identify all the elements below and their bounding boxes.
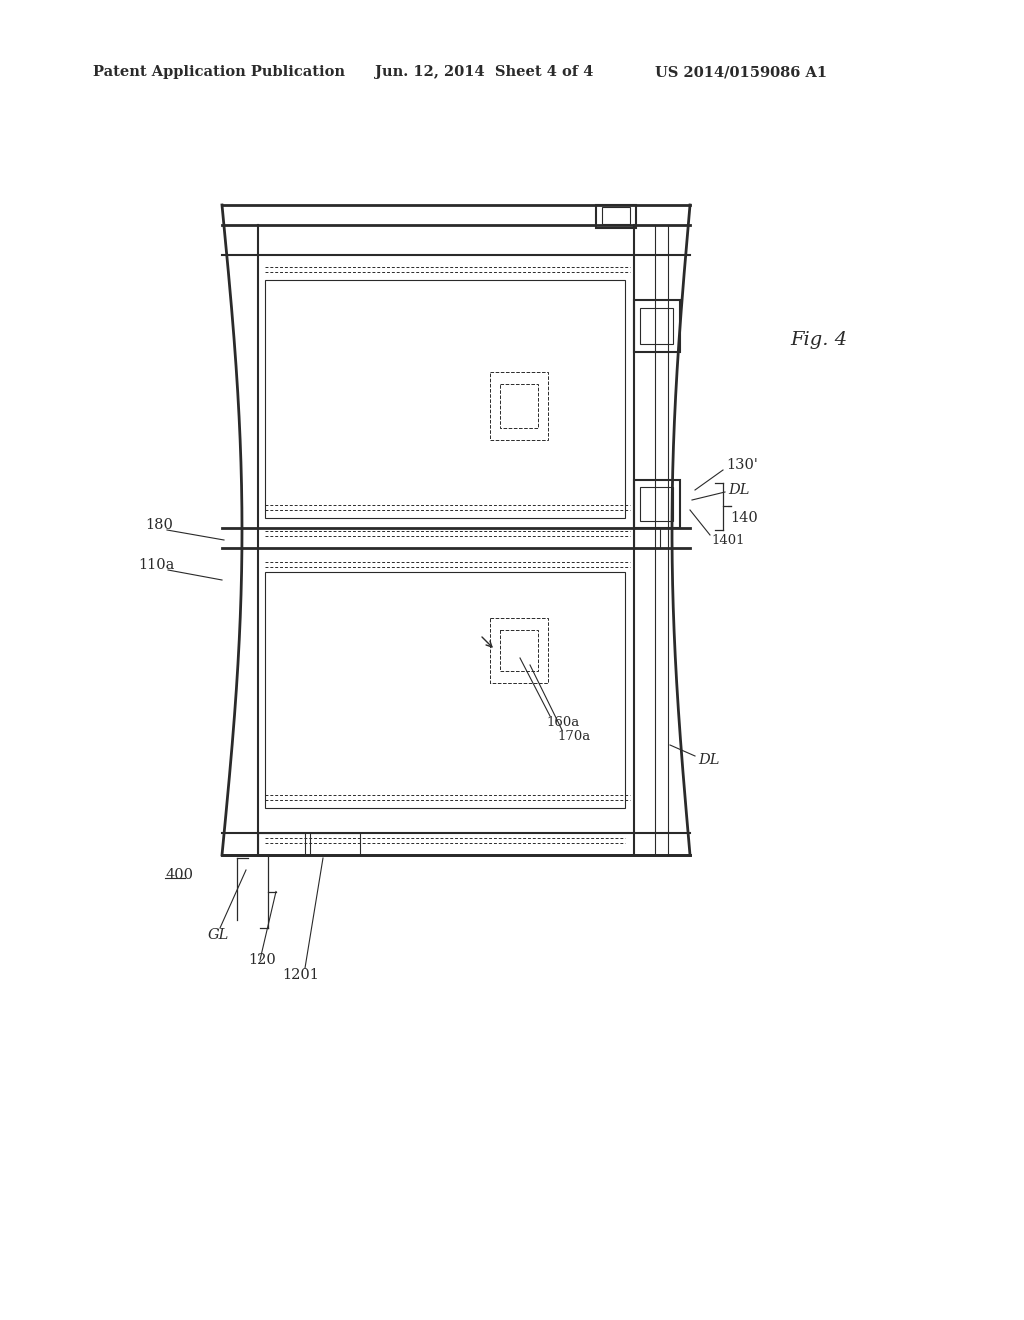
Text: Fig. 4: Fig. 4 <box>790 331 847 348</box>
Text: Jun. 12, 2014  Sheet 4 of 4: Jun. 12, 2014 Sheet 4 of 4 <box>375 65 593 79</box>
Text: 1201: 1201 <box>282 968 318 982</box>
Text: 120: 120 <box>248 953 275 968</box>
Text: GL: GL <box>208 928 229 942</box>
Text: 160a: 160a <box>546 715 580 729</box>
Text: 180: 180 <box>145 517 173 532</box>
Text: 400: 400 <box>165 869 193 882</box>
Text: DL: DL <box>698 752 720 767</box>
Text: 170a: 170a <box>557 730 590 743</box>
Text: 110a: 110a <box>138 558 174 572</box>
Text: 140: 140 <box>730 511 758 525</box>
Text: 130': 130' <box>726 458 758 473</box>
Text: US 2014/0159086 A1: US 2014/0159086 A1 <box>655 65 827 79</box>
Text: 1401: 1401 <box>711 533 744 546</box>
Text: DL: DL <box>728 483 750 498</box>
Text: Patent Application Publication: Patent Application Publication <box>93 65 345 79</box>
